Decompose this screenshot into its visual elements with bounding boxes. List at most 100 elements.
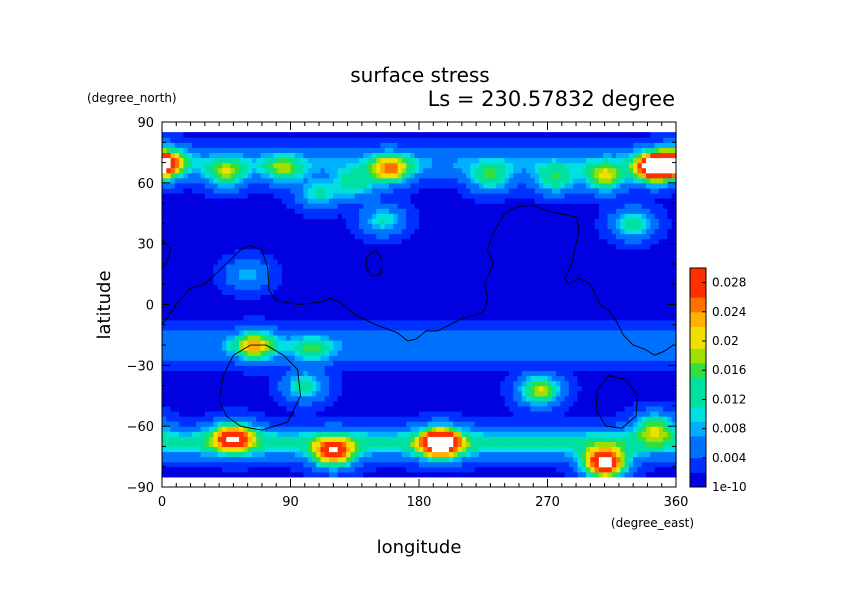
heatmap-cell	[251, 410, 257, 417]
heatmap-cell	[586, 446, 591, 453]
heatmap-cell	[560, 279, 566, 285]
heatmap-cell	[667, 319, 673, 326]
heatmap-cell	[350, 451, 356, 458]
heatmap-cell	[637, 355, 643, 361]
heatmap-cell	[440, 314, 446, 321]
heatmap-cell	[359, 329, 364, 336]
heatmap-cell	[290, 350, 296, 356]
heatmap-cell	[641, 279, 647, 285]
heatmap-cell	[389, 324, 394, 331]
heatmap-cell	[633, 446, 639, 453]
heatmap-cell	[286, 263, 292, 270]
heatmap-cell	[414, 269, 420, 275]
heatmap-cell	[397, 375, 403, 382]
heatmap-cell	[663, 441, 669, 448]
heatmap-cell	[628, 299, 634, 306]
heatmap-cell	[191, 466, 197, 473]
heatmap-cell	[658, 274, 664, 280]
heatmap-cell	[646, 421, 651, 427]
heatmap-cell	[324, 309, 330, 316]
heatmap-cell	[290, 410, 296, 417]
heatmap-cell	[671, 324, 677, 331]
heatmap-cell	[367, 365, 373, 371]
heatmap-cell	[170, 329, 176, 336]
heatmap-cell	[508, 390, 514, 397]
heatmap-cell	[183, 319, 189, 326]
heatmap-cell	[209, 375, 214, 382]
heatmap-cell	[573, 289, 579, 295]
heatmap-cell	[594, 304, 600, 311]
heatmap-cell	[316, 426, 322, 432]
heatmap-cell	[436, 436, 442, 442]
heatmap-cell	[329, 431, 334, 437]
heatmap-cell	[423, 426, 429, 432]
heatmap-cell	[290, 370, 296, 377]
heatmap-cell	[359, 339, 364, 346]
heatmap-cell	[470, 269, 476, 275]
heatmap-cell	[423, 436, 429, 442]
heatmap-cell	[346, 279, 352, 285]
heatmap-cell	[251, 274, 257, 280]
heatmap-cell	[397, 360, 403, 366]
heatmap-cell	[483, 400, 489, 407]
heatmap-cell	[466, 339, 471, 346]
heatmap-cell	[380, 380, 386, 387]
heatmap-cell	[363, 299, 369, 306]
heatmap-cell	[247, 324, 253, 331]
heatmap-cell	[384, 446, 390, 453]
heatmap-cell	[616, 365, 621, 371]
heatmap-cell	[251, 299, 257, 306]
heatmap-cell	[217, 451, 223, 458]
heatmap-cell	[448, 410, 454, 417]
heatmap-cell	[256, 309, 262, 316]
heatmap-cell	[371, 446, 377, 453]
heatmap-cell	[260, 345, 266, 351]
heatmap-cell	[294, 426, 300, 432]
heatmap-cell	[650, 289, 656, 295]
heatmap-cell	[436, 289, 442, 295]
heatmap-cell	[247, 304, 253, 311]
heatmap-cell	[397, 284, 403, 290]
heatmap-cell	[470, 436, 476, 442]
heatmap-cell	[170, 451, 176, 458]
heatmap-cell	[371, 370, 377, 377]
heatmap-cell	[329, 421, 334, 427]
heatmap-cell	[337, 416, 343, 422]
heatmap-cell	[187, 400, 193, 407]
heatmap-cell	[269, 471, 274, 478]
heatmap-cell	[187, 370, 193, 377]
heatmap-cell	[286, 279, 292, 285]
heatmap-cell	[534, 456, 540, 463]
heatmap-cell	[650, 324, 656, 331]
heatmap-cell	[581, 385, 587, 392]
heatmap-cell	[350, 360, 356, 366]
heatmap-cell	[363, 334, 369, 341]
heatmap-cell	[461, 446, 467, 453]
heatmap-cell	[671, 314, 677, 321]
heatmap-cell	[633, 375, 639, 382]
heatmap-cell	[410, 263, 416, 270]
heatmap-cell	[470, 294, 476, 301]
heatmap-cell	[470, 400, 476, 407]
heatmap-cell	[174, 284, 180, 290]
heatmap-cell	[637, 390, 643, 397]
heatmap-cell	[538, 446, 544, 453]
heatmap-cell	[354, 319, 360, 326]
heatmap-cell	[598, 350, 604, 356]
heatmap-cell	[299, 360, 304, 366]
heatmap-cell	[671, 431, 677, 437]
heatmap-cell	[299, 279, 304, 285]
heatmap-cell	[457, 446, 463, 453]
heatmap-cell	[573, 365, 579, 371]
heatmap-cell	[500, 375, 506, 382]
heatmap-cell	[179, 416, 185, 422]
heatmap-cell	[393, 426, 399, 432]
heatmap-cell	[491, 345, 497, 351]
heatmap-cell	[654, 385, 660, 392]
heatmap-cell	[487, 461, 493, 468]
heatmap-cell	[196, 345, 202, 351]
heatmap-cell	[303, 390, 309, 397]
heatmap-cell	[217, 471, 223, 478]
heatmap-cell	[230, 360, 236, 366]
heatmap-cell	[166, 385, 172, 392]
